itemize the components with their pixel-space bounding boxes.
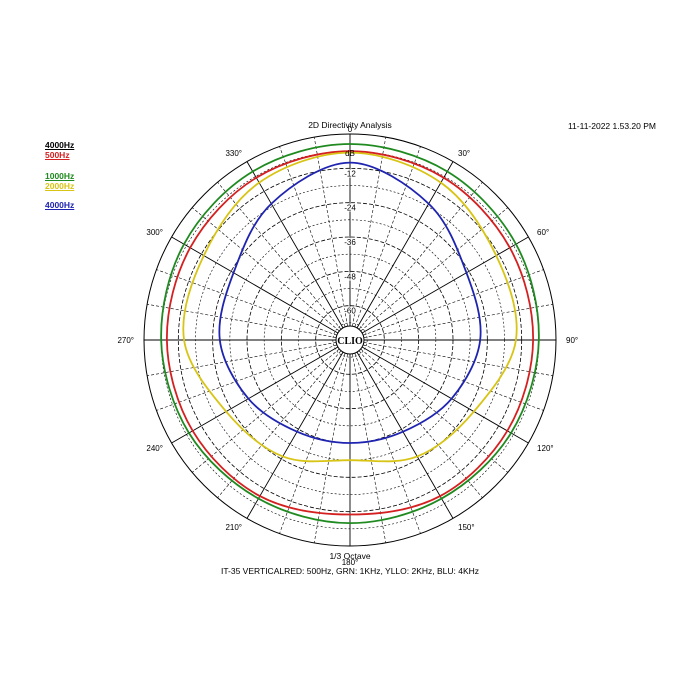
grid-spoke: [354, 353, 421, 534]
radial-tick-label: -48: [344, 272, 356, 281]
grid-spoke: [279, 146, 346, 327]
curve-500hz: [165, 150, 535, 516]
grid-spoke: [358, 350, 483, 498]
radial-tick-label: -36: [344, 238, 356, 247]
angle-tick-label: 270°: [117, 336, 134, 345]
angle-tick-label: 210°: [225, 523, 242, 532]
legend-item-4000hz-blue: 4000Hz: [45, 200, 75, 210]
grid-spoke: [217, 182, 342, 330]
grid-spoke: [246, 161, 344, 329]
angle-tick-label: 90°: [566, 336, 578, 345]
angle-tick-label: 30°: [458, 149, 470, 158]
timestamp: 11-11-2022 1.53.20 PM: [567, 121, 656, 131]
legend-item-2000hz: 2000Hz: [45, 181, 75, 191]
angle-tick-label: 330°: [225, 149, 242, 158]
polar-labels: CLIO dB 0 -12 -24 -36 -48 -60 30° 60° 90° 120° 150° 1…: [117, 125, 578, 567]
radial-tick-label: -12: [344, 169, 356, 178]
radial-unit-label: dB: [345, 149, 355, 158]
grid-spoke: [156, 269, 337, 336]
chart-caption: IT-35 VERTICALRED: 500Hz, GRN: 1KHz, YLL…: [220, 566, 480, 576]
legend-item-4000hz-black: 4000Hz: [45, 140, 75, 150]
grid-spoke: [246, 351, 344, 519]
angle-tick-label: 240°: [146, 444, 163, 453]
grid-spoke: [156, 344, 337, 411]
polar-curves: [160, 143, 540, 525]
grid-spoke: [352, 353, 387, 543]
legend-item-1000hz: 1000Hz: [45, 171, 75, 181]
chart-title: 2D Directivity Analysis: [308, 120, 392, 130]
grid-spoke: [363, 303, 553, 338]
curve-4000hz: [218, 161, 482, 444]
angle-tick-label: 150°: [458, 523, 475, 532]
grid-spoke: [192, 207, 340, 332]
radial-tick-label: 0: [348, 125, 353, 134]
grid-spoke: [352, 137, 387, 327]
grid-spoke: [313, 137, 348, 327]
angle-tick-label: 300°: [146, 228, 163, 237]
grid-spoke: [217, 350, 342, 498]
grid-spoke: [361, 346, 529, 444]
legend-item-500hz: 500Hz: [45, 150, 70, 160]
grid-spoke: [192, 348, 340, 473]
grid-spoke: [279, 353, 346, 534]
grid-spoke: [363, 342, 553, 377]
grid-spoke: [354, 146, 421, 327]
grid-spoke: [147, 342, 337, 377]
curve-1000hz: [160, 143, 540, 525]
grid-spoke: [363, 344, 544, 411]
grid-spoke: [171, 346, 339, 444]
polar-grid: [143, 133, 557, 547]
angle-tick-label: 180°: [342, 558, 359, 567]
grid-spoke: [313, 353, 348, 543]
grid-spoke: [360, 207, 508, 332]
angle-tick-label: 60°: [537, 228, 549, 237]
angle-tick-label: 120°: [537, 444, 554, 453]
center-disk: [335, 325, 365, 355]
center-label: CLIO: [337, 336, 363, 347]
grid-spoke: [356, 351, 454, 519]
grid-spoke: [361, 236, 529, 334]
radial-tick-label: -60: [344, 307, 356, 316]
grid-spoke: [171, 236, 339, 334]
grid-spoke: [360, 348, 508, 473]
chart-subtitle: 1/3 Octave: [329, 551, 371, 561]
grid-spoke: [363, 269, 544, 336]
grid-spoke: [358, 182, 483, 330]
grid-spoke: [356, 161, 454, 329]
radial-tick-label: -24: [344, 204, 356, 213]
curve-2000hz: [182, 151, 518, 463]
grid-spoke: [147, 303, 337, 338]
